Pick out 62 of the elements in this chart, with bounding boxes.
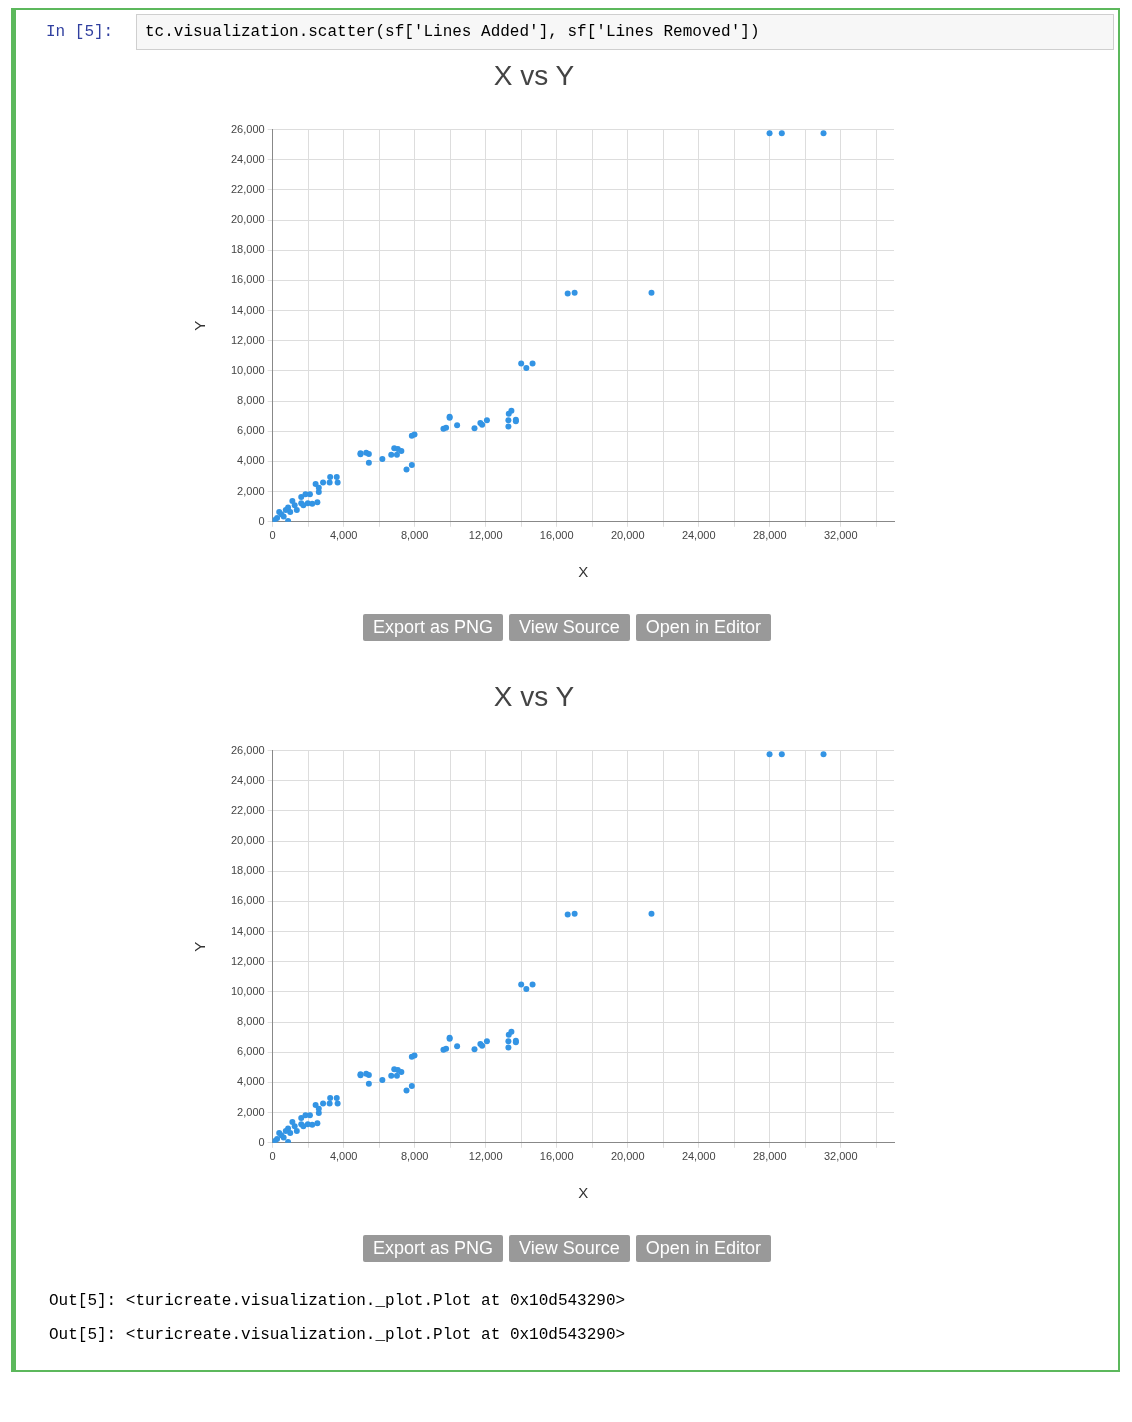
y-tick-label: 26,000 — [230, 122, 265, 135]
text: Export as PNG — [363, 614, 504, 641]
y-tick-label: 0 — [258, 514, 265, 527]
y-tick-label: 0 — [258, 1135, 265, 1148]
y-tick-label: 6,000 — [237, 424, 265, 437]
y-tick-label: 14,000 — [230, 303, 265, 316]
y-tick-label: 16,000 — [230, 273, 265, 286]
x-tick-label: 0 — [269, 1150, 276, 1163]
x-tick-label: 12,000 — [468, 529, 503, 542]
y-tick-label: 4,000 — [237, 1075, 265, 1088]
y-tick-label: 10,000 — [230, 984, 265, 997]
y-axis-title: Y — [191, 941, 209, 952]
text: Out[5]: <turicreate.visualization._plot.Plot at 0x10d543290> — [49, 1292, 627, 1310]
x-tick-label: 12,000 — [468, 1150, 503, 1163]
y-tick-label: 24,000 — [230, 773, 265, 786]
text: tc.visualization.scatter(sf['Lines Added'], sf['Lines Removed']) — [136, 14, 1114, 50]
y-tick-label: 16,000 — [230, 894, 265, 907]
y-tick-label: 22,000 — [230, 803, 265, 816]
chart-title: X vs Y — [493, 680, 575, 712]
text: Export as PNG — [363, 1235, 504, 1262]
y-tick-label: 2,000 — [237, 1105, 265, 1118]
y-tick-label: 2,000 — [237, 484, 265, 497]
x-tick-label: 8,000 — [400, 1150, 429, 1163]
y-tick-label: 18,000 — [230, 243, 265, 256]
y-tick-label: 12,000 — [230, 954, 265, 967]
x-tick-label: 32,000 — [823, 529, 858, 542]
x-tick-label: 16,000 — [539, 529, 574, 542]
y-tick-label: 18,000 — [230, 864, 265, 877]
y-tick-label: 20,000 — [230, 834, 265, 847]
text: Out[5]: <turicreate.visualization._plot.Plot at 0x10d543290> — [49, 1326, 627, 1344]
text: Open in Editor — [635, 614, 771, 641]
y-tick-label: 4,000 — [237, 454, 265, 467]
text: In [5]: — [46, 23, 115, 41]
text: View Source — [509, 614, 630, 641]
x-axis-title: X — [578, 1184, 589, 1202]
x-tick-label: 4,000 — [329, 529, 358, 542]
text: Open in Editor — [635, 1235, 771, 1262]
x-tick-label: 28,000 — [752, 529, 787, 542]
chart-title: X vs Y — [493, 59, 575, 91]
y-tick-label: 8,000 — [237, 394, 265, 407]
y-tick-label: 24,000 — [230, 152, 265, 165]
x-axis-title: X — [578, 563, 589, 581]
y-axis-title: Y — [191, 320, 209, 331]
x-tick-label: 20,000 — [610, 1150, 645, 1163]
x-tick-label: 24,000 — [681, 529, 716, 542]
y-tick-label: 14,000 — [230, 924, 265, 937]
x-tick-label: 0 — [269, 529, 276, 542]
y-tick-label: 12,000 — [230, 333, 265, 346]
text: View Source — [509, 1235, 630, 1262]
x-tick-label: 24,000 — [681, 1150, 716, 1163]
y-tick-label: 10,000 — [230, 363, 265, 376]
x-tick-label: 32,000 — [823, 1150, 858, 1163]
x-tick-label: 20,000 — [610, 529, 645, 542]
x-tick-label: 28,000 — [752, 1150, 787, 1163]
y-tick-label: 6,000 — [237, 1045, 265, 1058]
y-tick-label: 26,000 — [230, 743, 265, 756]
x-tick-label: 8,000 — [400, 529, 429, 542]
x-tick-label: 4,000 — [329, 1150, 358, 1163]
y-tick-label: 20,000 — [230, 213, 265, 226]
y-tick-label: 8,000 — [237, 1015, 265, 1028]
y-tick-label: 22,000 — [230, 182, 265, 195]
x-tick-label: 16,000 — [539, 1150, 574, 1163]
